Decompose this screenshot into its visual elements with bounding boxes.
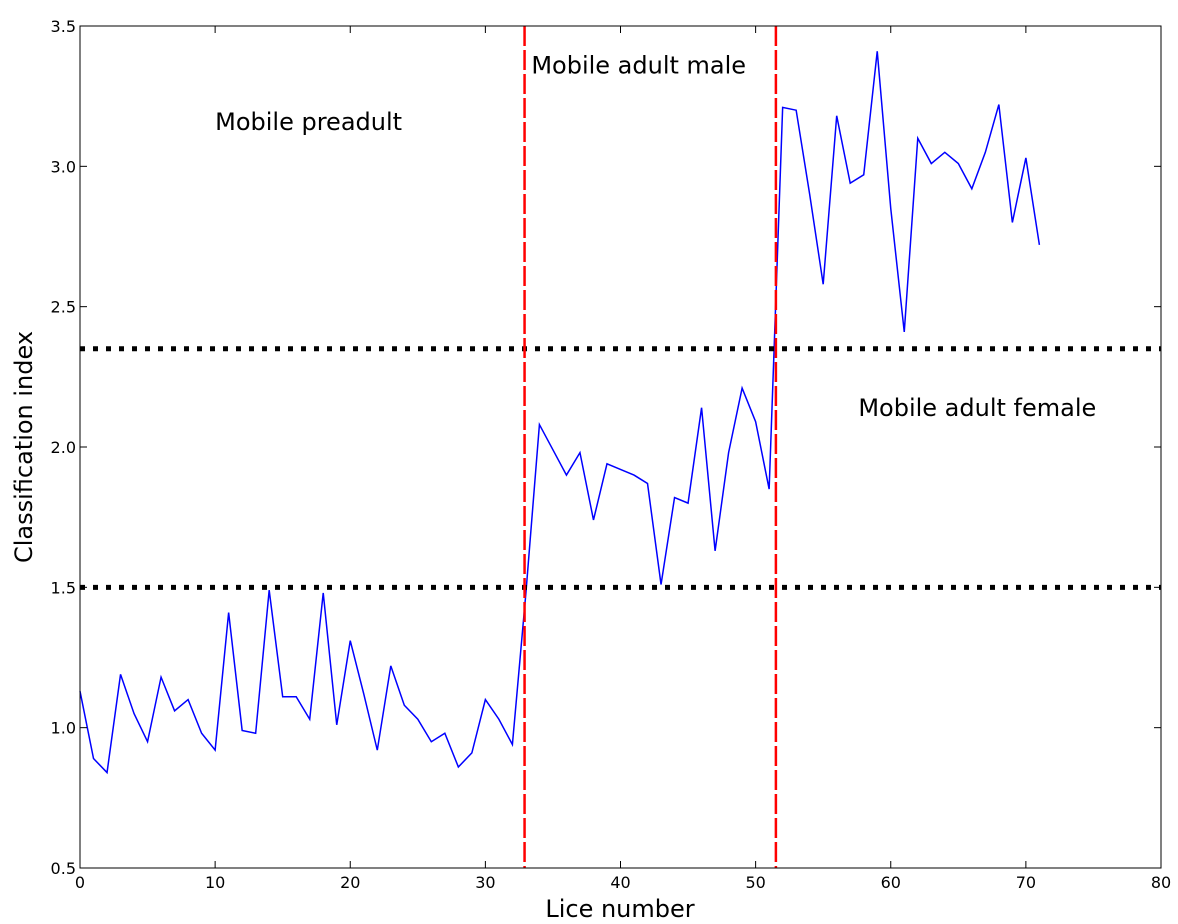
- data-point: [605, 462, 609, 466]
- data-point: [159, 675, 163, 679]
- y-tick-label: 2.0: [51, 438, 76, 457]
- y-tick-label: 1.0: [51, 719, 76, 738]
- data-point: [646, 481, 650, 485]
- plot-area: [79, 49, 1041, 775]
- axes-frame: [79, 25, 1162, 869]
- x-tick-label: 30: [475, 873, 495, 892]
- data-point: [429, 740, 433, 744]
- data-point: [348, 639, 352, 643]
- data-point: [456, 765, 460, 769]
- data-point: [997, 103, 1001, 107]
- annotations: Mobile preadult Mobile adult male Mobile a…: [215, 52, 1096, 422]
- data-point: [335, 723, 339, 727]
- data-point: [240, 728, 244, 732]
- data-point: [1037, 243, 1041, 247]
- data-point: [173, 709, 177, 713]
- data-point: [929, 162, 933, 166]
- data-point: [537, 423, 541, 427]
- x-tick-label: 0: [75, 873, 85, 892]
- data-point: [781, 105, 785, 109]
- data-point: [389, 664, 393, 668]
- data-point: [186, 698, 190, 702]
- y-tick-label: 0.5: [51, 859, 76, 878]
- series-line: [79, 51, 1041, 775]
- y-tick-label: 1.5: [51, 578, 76, 597]
- data-point: [767, 487, 771, 491]
- data-point: [470, 751, 474, 755]
- data-point: [578, 451, 582, 455]
- data-point: [254, 731, 258, 735]
- data-point: [510, 743, 514, 747]
- data-point: [902, 330, 906, 334]
- x-tick-label: 80: [1151, 873, 1171, 892]
- x-tick-label: 10: [205, 873, 225, 892]
- data-point: [862, 173, 866, 177]
- data-point: [146, 740, 150, 744]
- data-point: [105, 771, 109, 775]
- data-point: [294, 695, 298, 699]
- data-point: [983, 150, 987, 154]
- data-point: [213, 748, 217, 752]
- data-point: [362, 692, 366, 696]
- data-point: [200, 731, 204, 735]
- x-axis: 0 10 20 30 40 50 60 70 80: [75, 26, 1171, 892]
- data-point: [619, 467, 623, 471]
- data-point: [821, 282, 825, 286]
- data-point: [119, 672, 123, 676]
- y-tick-label: 3.0: [51, 157, 76, 176]
- x-tick-label: 20: [340, 873, 360, 892]
- data-point: [727, 451, 731, 455]
- data-point: [402, 703, 406, 707]
- data-point: [794, 108, 798, 112]
- y-tick-label: 3.5: [51, 17, 76, 36]
- x-tick-label: 70: [1016, 873, 1036, 892]
- y-tick-label: 2.5: [51, 298, 76, 317]
- data-point: [754, 420, 758, 424]
- data-point: [1010, 220, 1014, 224]
- data-point: [835, 114, 839, 118]
- data-point: [308, 717, 312, 721]
- data-point: [497, 717, 501, 721]
- x-axis-title: Lice number: [545, 895, 694, 923]
- data-point: [227, 611, 231, 615]
- data-point: [659, 583, 663, 587]
- data-point: [632, 473, 636, 477]
- data-point: [564, 473, 568, 477]
- data-point: [875, 49, 879, 53]
- data-point: [740, 386, 744, 390]
- annotation-label: Mobile preadult: [215, 108, 402, 136]
- data-point: [132, 712, 136, 716]
- data-point: [848, 181, 852, 185]
- data-point: [267, 588, 271, 592]
- annotation-label: Mobile adult female: [858, 394, 1096, 422]
- data-point: [943, 150, 947, 154]
- data-point: [321, 591, 325, 595]
- x-tick-label: 40: [610, 873, 630, 892]
- data-point: [1024, 156, 1028, 160]
- annotation-label: Mobile adult male: [531, 52, 746, 80]
- x-tick-label: 50: [745, 873, 765, 892]
- data-point: [970, 187, 974, 191]
- y-axis-title: Classification index: [10, 331, 38, 563]
- data-point: [808, 192, 812, 196]
- data-point: [92, 757, 96, 761]
- x-tick-label: 60: [881, 873, 901, 892]
- data-point: [281, 695, 285, 699]
- y-axis: 0.5 1.0 1.5 2.0 2.5 3.0 3.5: [51, 17, 1161, 878]
- data-point: [713, 549, 717, 553]
- data-point: [375, 748, 379, 752]
- data-point: [889, 206, 893, 210]
- data-point: [700, 406, 704, 410]
- data-point: [686, 501, 690, 505]
- data-point: [956, 162, 960, 166]
- data-point: [591, 518, 595, 522]
- data-point: [673, 496, 677, 500]
- data-point: [416, 717, 420, 721]
- data-point: [443, 731, 447, 735]
- data-point: [551, 448, 555, 452]
- data-point: [916, 136, 920, 140]
- data-point: [483, 698, 487, 702]
- reference-lines: [80, 26, 1161, 868]
